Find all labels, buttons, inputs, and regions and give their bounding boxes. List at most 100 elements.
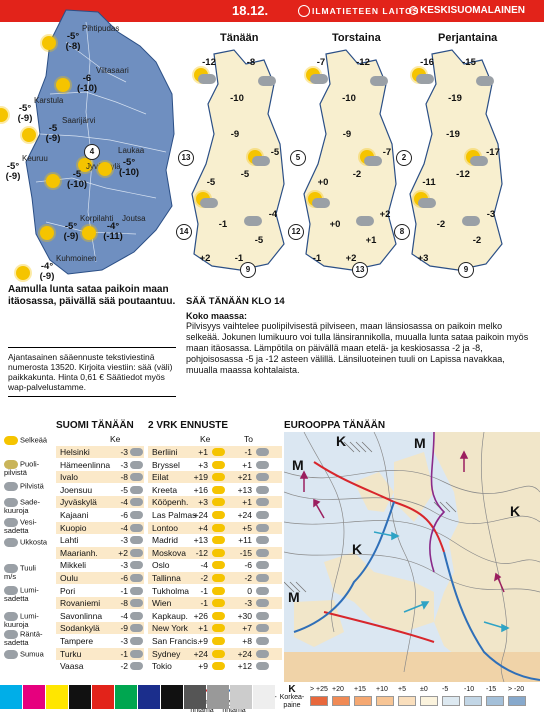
- city-temp: -3: [120, 636, 128, 646]
- weather-icon: [130, 662, 143, 671]
- color-swatch: [69, 685, 91, 709]
- city-name: Kööpenh.: [152, 497, 189, 508]
- cloud-icon: [370, 76, 388, 86]
- weather-icon: [130, 523, 143, 532]
- city-name: Sodankylä: [60, 623, 100, 634]
- weather-icon: [212, 460, 225, 469]
- city-name: Turku: [60, 648, 82, 659]
- wind-speed-icon: 9: [240, 262, 256, 278]
- region-city-temp-range: (-10): [66, 179, 88, 190]
- city-temp-day1: +9: [198, 661, 208, 672]
- city-name: Hämeenlinna: [60, 459, 111, 470]
- weather-icon: [130, 637, 143, 645]
- map-temp-label: +1: [365, 235, 377, 246]
- table-row: Madrid +13 +11: [148, 534, 282, 546]
- city-name: Kuopio: [60, 522, 87, 533]
- map-temp-label: -5: [270, 147, 280, 158]
- city-temp-day2: +13: [237, 484, 252, 495]
- scale-label: -10: [464, 686, 475, 693]
- city-name: Eilat: [152, 472, 169, 483]
- weather-icon: [212, 611, 225, 620]
- region-city-label: Viitasaari: [96, 66, 129, 75]
- city-name: Moskova: [152, 547, 187, 558]
- legend-item: Tuuli m/s: [4, 564, 48, 581]
- table-row: Wien -1 -3: [148, 597, 282, 610]
- scale-swatch: [354, 696, 372, 706]
- sun-icon: [98, 162, 112, 176]
- map-temp-label: +2: [345, 253, 357, 264]
- region-city-label: Joutsa: [122, 214, 146, 223]
- table-row: Helsinki -3: [56, 446, 144, 458]
- table-row: New York +1 +7: [148, 622, 282, 635]
- map-temp-label: -3: [486, 209, 496, 220]
- weather-icon: [256, 448, 269, 456]
- table-row: Berliini +1 -1: [148, 446, 282, 458]
- weather-icon: [256, 574, 269, 582]
- city-temp: +2: [118, 547, 128, 558]
- fog-icon: [4, 650, 18, 659]
- table-row: Joensuu -5: [56, 484, 144, 496]
- city-temp: -4: [120, 610, 128, 621]
- region-city-temp: -5°: [122, 157, 136, 168]
- map-temp-label: -7: [382, 147, 392, 158]
- legend-item: Selkeää: [4, 436, 48, 445]
- legend-label: Tuuli m/s: [4, 563, 36, 581]
- forecast-subheading: Koko maassa:: [186, 311, 248, 321]
- map-temp-label: -17: [486, 147, 500, 158]
- map-temp-label: -9: [230, 129, 240, 140]
- scale-swatch: [442, 696, 460, 706]
- map-temp-label: -7: [316, 57, 326, 68]
- city-name: Madrid: [152, 535, 178, 546]
- table-row: Las Palmas +24 +24: [148, 509, 282, 521]
- sun-icon: [22, 128, 36, 142]
- cloud-icon: [416, 74, 434, 84]
- city-name: Sydney: [152, 648, 181, 659]
- scale-label: -15: [486, 686, 497, 693]
- city-temp-day2: -6: [244, 560, 252, 571]
- legend-item: Lumi-sadetta: [4, 586, 48, 603]
- map-title: Perjantaina: [438, 32, 498, 44]
- table-row: Moskova -12 -15: [148, 546, 282, 559]
- cloud-icon: [418, 198, 436, 208]
- city-name: Pori: [60, 585, 76, 596]
- map-temp-label: -8: [246, 57, 256, 68]
- legend-label: Selkeää: [20, 435, 48, 445]
- weather-icon: [130, 460, 143, 469]
- sleet-icon: [4, 630, 18, 639]
- weather-icon: [212, 624, 225, 633]
- sun-icon: [16, 266, 30, 280]
- svg-text:K: K: [352, 541, 362, 557]
- sun-icon: [82, 226, 96, 240]
- city-name: Oslo: [152, 560, 170, 571]
- weather-icon: [256, 523, 269, 532]
- city-temp-day1: +13: [193, 535, 208, 546]
- scale-label: > +25: [310, 686, 328, 693]
- map-temp-label: -15: [462, 57, 476, 68]
- wind-speed-icon: 9: [458, 262, 474, 278]
- weather-icon: [256, 511, 269, 519]
- city-temp-day2: -2: [244, 573, 252, 583]
- world-col2-header: To: [244, 434, 253, 444]
- legend-item: Puoli-pilvistä: [4, 460, 48, 477]
- scale-label: +15: [354, 686, 366, 693]
- cloud-icon: [4, 482, 18, 491]
- weather-icon: [130, 548, 143, 557]
- legend-item: Vesi-sadetta: [4, 518, 48, 535]
- weather-icon: [130, 611, 143, 620]
- cloud-icon: [258, 76, 276, 86]
- city-name: Tukholma: [152, 585, 190, 596]
- map-temp-label: -2: [436, 219, 446, 230]
- sun-icon: [78, 158, 92, 172]
- city-temp: -3: [120, 459, 128, 470]
- map-temp-label: -9: [342, 129, 352, 140]
- city-temp-day1: -2: [200, 573, 208, 583]
- map-temp-label: -1: [218, 219, 228, 230]
- legend-label: Vesi-sadetta: [4, 517, 37, 535]
- scale-swatch: [486, 696, 504, 706]
- weather-icon: [212, 498, 225, 507]
- weather-icon: [212, 548, 225, 557]
- city-temp-day1: +4: [198, 522, 208, 533]
- finland-map: [303, 49, 397, 271]
- weather-icon: [212, 637, 225, 645]
- city-temp-day2: -3: [244, 598, 252, 609]
